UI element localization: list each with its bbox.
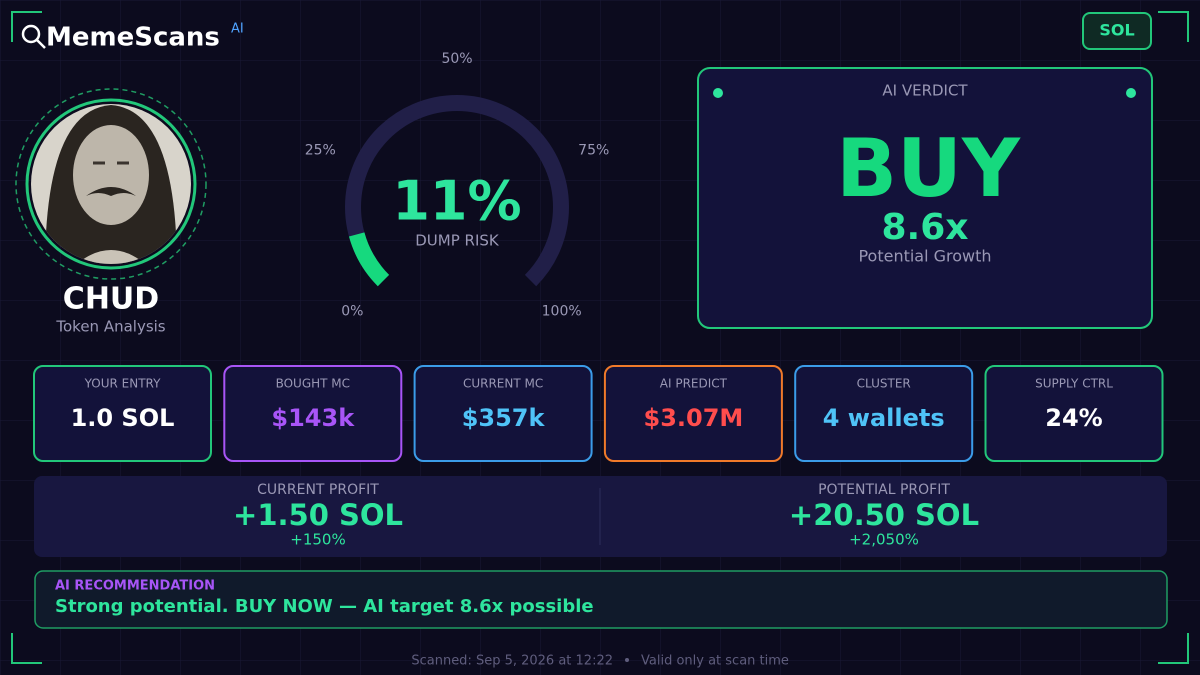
verdict-dot: [1126, 88, 1136, 98]
metric-value: $3.07M: [644, 404, 744, 432]
metric-label: BOUGHT MC: [276, 377, 350, 391]
metric-value: 4 wallets: [823, 404, 945, 432]
metric-card: [413, 365, 593, 462]
brand-badge: AI: [231, 22, 244, 37]
recommendation-panel: [34, 570, 1168, 629]
gauge-tick-label: 25%: [305, 142, 336, 158]
avatar: [15, 88, 207, 280]
metrics: YOUR ENTRY 1.0 SOL BOUGHT MC $143k CURRENT M…: [33, 365, 1164, 462]
verdict-panel: [697, 67, 1153, 329]
brand: MemeScans: [46, 23, 220, 53]
gauge-tick-label: 50%: [441, 51, 472, 67]
metric-label: YOUR ENTRY: [84, 377, 162, 391]
gauge-tick-label: 100%: [542, 304, 582, 320]
metric-label: AI PREDICT: [660, 377, 728, 391]
footer-scanned: Scanned: Sep 5, 2026 at 12:22: [411, 654, 613, 669]
chain-button[interactable]: [1082, 12, 1152, 50]
metric-value: 24%: [1045, 404, 1102, 432]
gauge-track: [345, 95, 569, 287]
gauge-tick-label: 0%: [341, 304, 363, 320]
profit-percent: +2,050%: [849, 531, 919, 549]
metric-card: [223, 365, 403, 462]
metric-value: $357k: [462, 404, 546, 432]
recommendation-label: AI RECOMMENDATION: [55, 579, 215, 594]
profit-value: +1.50 SOL: [233, 498, 403, 532]
metric-card: [33, 365, 212, 462]
verdict-dot: [713, 88, 723, 98]
gauge: 0% 25% 50% 75% 100%: [305, 51, 610, 320]
profit-value: +20.50 SOL: [789, 498, 979, 532]
verdict-caption: Potential Growth: [858, 247, 991, 266]
search-icon: [21, 24, 46, 49]
gauge-value-label: 11%: [392, 170, 521, 233]
metric-label: CURRENT MC: [463, 377, 543, 391]
metric-label: SUPPLY CTRL: [1035, 377, 1113, 391]
gauge-fill: [348, 232, 390, 287]
recommendation-text: Strong potential. BUY NOW — AI target 8.…: [55, 596, 594, 617]
verdict-title: AI VERDICT: [882, 82, 968, 100]
footer-separator: [625, 658, 629, 662]
verdict-call: BUY: [836, 122, 1021, 215]
corner-brackets: [11, 11, 1189, 664]
metric-value: $143k: [271, 404, 355, 432]
metric-card: [794, 365, 974, 462]
metric-label: CLUSTER: [857, 377, 911, 391]
gauge-caption: DUMP RISK: [415, 232, 500, 250]
metric-card: [984, 365, 1164, 462]
verdict-multiple: 8.6x: [882, 207, 969, 248]
profit-percent: +150%: [290, 531, 345, 549]
profit-label: POTENTIAL PROFIT: [818, 482, 950, 498]
token-name: CHUD: [63, 282, 159, 317]
footer-note: Valid only at scan time: [641, 654, 789, 669]
metric-card: [603, 365, 783, 462]
gauge-tick-label: 75%: [578, 142, 609, 158]
token-subtitle: Token Analysis: [55, 318, 165, 336]
metric-value: 1.0 SOL: [71, 404, 175, 432]
chain-label: SOL: [1099, 21, 1134, 40]
profit: CURRENT PROFIT+1.50 SOL+150% POTENTIAL PR…: [233, 482, 979, 549]
profit-label: CURRENT PROFIT: [257, 482, 379, 498]
